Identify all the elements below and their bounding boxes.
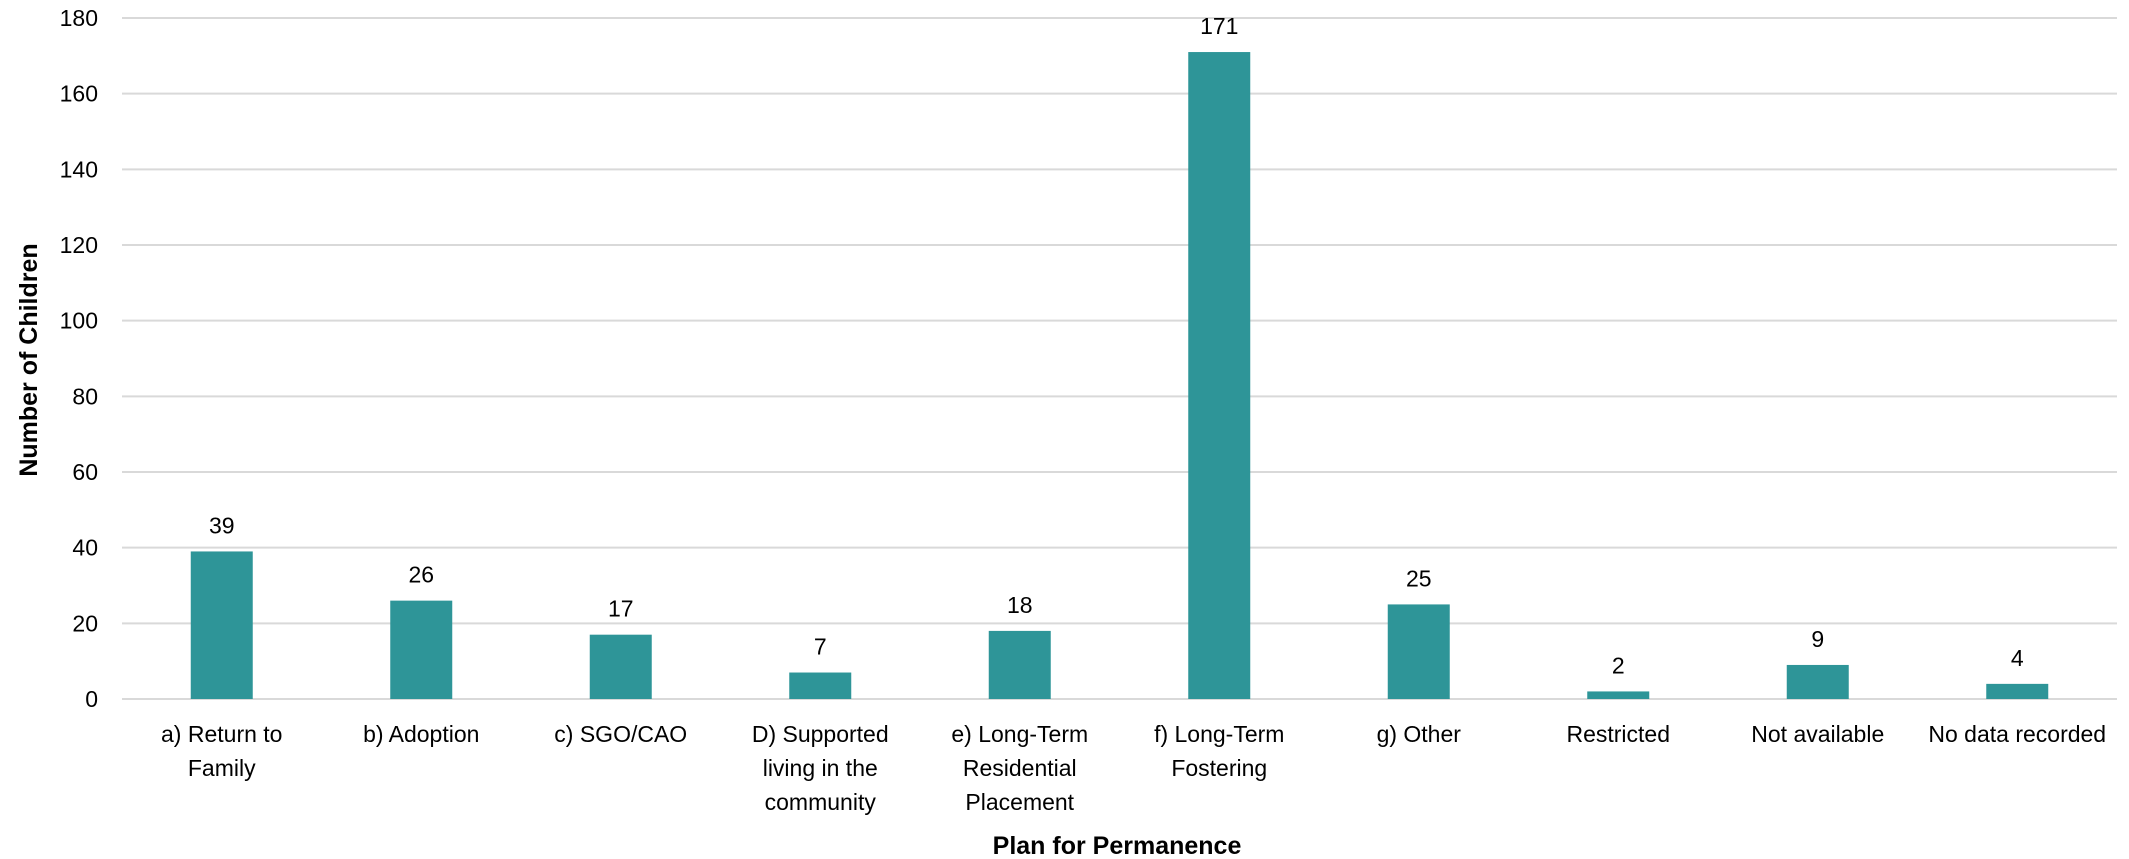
x-tick-label: Restricted: [1566, 721, 1670, 747]
data-label: 26: [408, 562, 434, 588]
y-tick-label: 160: [60, 81, 98, 107]
data-label: 25: [1406, 565, 1432, 591]
x-tick-label: e) Long-Term Residential Placement: [951, 721, 1088, 815]
data-label: 7: [814, 634, 827, 660]
data-label: 171: [1200, 13, 1238, 39]
y-tick-label: 80: [72, 383, 98, 409]
x-tick-label: f) Long-Term Fostering: [1154, 721, 1284, 781]
data-labels: 39 26 17 7 18 171 25 2 9 4: [209, 13, 2024, 678]
bar: [988, 630, 1051, 699]
y-tick-label: 20: [72, 610, 98, 636]
y-tick-label: 60: [72, 459, 98, 485]
y-axis-ticks: 0 20 40 60 80 100 120 140 160 180: [60, 5, 98, 712]
bar: [1587, 691, 1650, 699]
bar: [1387, 604, 1450, 699]
y-tick-label: 100: [60, 308, 98, 334]
bar: [589, 634, 652, 699]
x-axis-ticks: a) Return to Family b) Adoption c) SGO/CAO D…: [161, 721, 2106, 815]
bar: [1786, 664, 1849, 699]
x-tick-label: D) Supported living in the community: [752, 721, 889, 815]
bar: [789, 672, 852, 699]
data-label: 9: [1811, 626, 1824, 652]
y-axis-title: Number of Children: [15, 243, 43, 476]
bar: [390, 600, 453, 699]
x-tick-label: c) SGO/CAO: [554, 721, 687, 747]
bars: [190, 52, 2049, 700]
x-tick-label: g) Other: [1377, 721, 1462, 747]
y-tick-label: 40: [72, 535, 98, 561]
data-label: 39: [209, 512, 235, 538]
x-tick-label: Not available: [1751, 721, 1884, 747]
data-label: 17: [608, 596, 634, 622]
x-tick-label: a) Return to Family: [161, 721, 282, 781]
y-tick-label: 140: [60, 156, 98, 182]
bar: [1188, 52, 1251, 700]
x-tick-label: No data recorded: [1928, 721, 2106, 747]
x-tick-label: b) Adoption: [363, 721, 479, 747]
y-tick-label: 0: [85, 686, 98, 712]
data-label: 2: [1612, 652, 1625, 678]
data-label: 18: [1007, 592, 1033, 618]
y-tick-label: 180: [60, 5, 98, 31]
bar: [190, 551, 253, 699]
x-axis-title: Plan for Permanence: [993, 832, 1242, 859]
bar: [1986, 683, 2049, 699]
gridlines: [122, 17, 2117, 700]
y-tick-label: 120: [60, 232, 98, 258]
data-label: 4: [2011, 645, 2024, 671]
